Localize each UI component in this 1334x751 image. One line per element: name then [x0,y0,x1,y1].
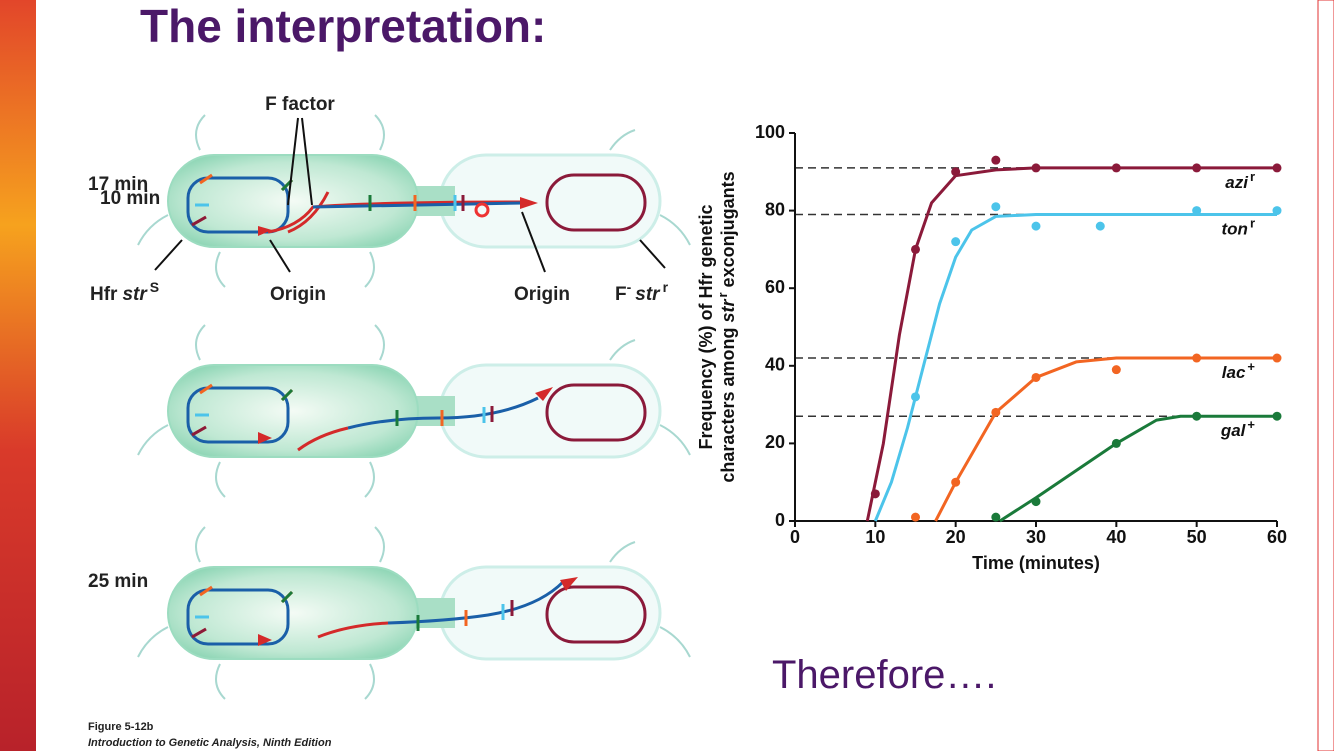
x-tick-label: 40 [1106,527,1126,547]
series-name: azi [1225,173,1249,192]
y-label-line: characters among str r exconjugants [715,171,738,482]
y-label-part: r [715,292,730,297]
hfr-sup: S [150,279,159,295]
series-label: ton r [1222,215,1256,238]
series-label: gal + [1220,417,1256,440]
time-label: 17 min [88,174,148,195]
data-point [1111,163,1121,173]
series-sup: r [1250,215,1255,230]
x-tick-label: 30 [1026,527,1046,547]
y-tick-label: 100 [755,122,785,142]
x-tick-label: 10 [865,527,885,547]
series-sup: + [1247,359,1255,374]
data-point [1192,353,1202,363]
time-label: 10 min [100,188,160,209]
hfr: Hfr [90,284,118,305]
chart: 0 20 40 60 80 100 0 10 20 30 40 50 60 Time (minutes) F… [696,122,1287,573]
f-minus-label: F-str r [615,279,669,305]
right-edge [1317,0,1334,751]
data-point [1272,411,1282,421]
hfr-label: Hfr str S [90,279,159,305]
f-sup: - [627,279,632,295]
y-label-part: exconjugants [718,171,738,287]
x-tick-label: 50 [1187,527,1207,547]
data-point [1272,163,1282,173]
data-point [991,512,1001,522]
data-point [951,477,961,487]
data-point [1192,411,1202,421]
data-point [1095,221,1105,231]
series-sup: + [1247,417,1255,432]
x-tick-label: 0 [790,527,800,547]
y-tick-label: 60 [765,277,785,297]
data-point [951,167,961,177]
panel: 25 min [88,525,692,701]
series-name: ton [1222,219,1248,238]
origin-label: Origin [514,284,570,305]
data-point [911,244,920,254]
fit-curve [873,212,1277,522]
f: F [615,284,627,305]
figure-source: Introduction to Genetic Analysis, Ninth … [88,737,332,749]
y-tick-label: 40 [765,355,785,375]
conclusion: Therefore…. [772,653,997,697]
y-tick-label: 20 [765,432,785,452]
left-edge [0,0,36,751]
f-str: str [635,284,661,305]
panel: 10 min F factor Hfr str S Origin Origin F-… [90,94,692,305]
series-label: lac + [1222,359,1256,382]
data-point [1031,497,1041,507]
data-point [991,202,1001,212]
f-factor-label: F factor [265,94,335,115]
data-point [1192,163,1202,173]
data-point [1272,353,1282,363]
panel: 17 min [88,174,692,499]
time-label: 25 min [88,571,148,592]
data-point [870,489,880,499]
f-str-sup: r [663,279,669,295]
origin-label: Origin [270,284,326,305]
y-label-line: Frequency (%) of Hfr genetic [696,204,716,449]
data-point [1031,221,1041,231]
y-axis-label: Frequency (%) of Hfr genetic characters a… [696,171,738,482]
x-tick-label: 60 [1267,527,1287,547]
series-sup: r [1250,169,1255,184]
data-point [911,512,920,522]
data-point [951,237,961,247]
series-name: lac [1222,363,1246,382]
data-point [1192,206,1202,216]
data-point [1111,365,1121,375]
y-label-part: characters among [718,328,738,483]
x-axis-label: Time (minutes) [972,553,1100,573]
data-point [1031,372,1041,382]
data-point [991,155,1001,165]
series-label: azi r [1225,169,1255,192]
data-point [991,407,1001,417]
figure-label: Figure 5-12b [88,721,154,733]
data-point [1111,438,1121,448]
fit-curve [865,166,1277,522]
data-point [911,392,920,402]
hfr-str: str [122,284,148,305]
data-point [1031,163,1041,173]
series-name: gal [1220,421,1247,440]
x-tick-label: 20 [946,527,966,547]
y-label-part: str [718,299,738,323]
slide-title: The interpretation: [140,0,546,52]
data-point [1272,206,1282,216]
y-tick-label: 80 [765,199,785,219]
y-tick-label: 0 [775,510,785,530]
